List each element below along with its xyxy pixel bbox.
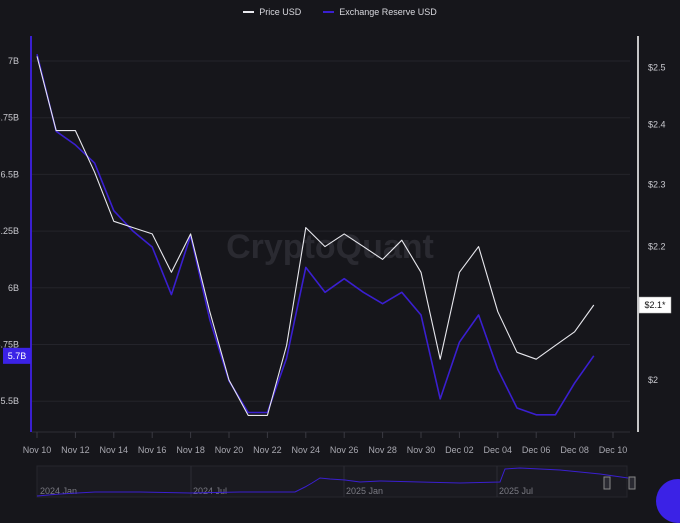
x-axis-tick: Nov 16 [138,445,167,455]
navigator-handle-left[interactable] [604,477,610,489]
right-axis-tick: $2.5 [648,63,666,73]
right-current-label: $2.1* [644,300,666,310]
x-axis-tick: Nov 10 [23,445,52,455]
left-axis-tick: 5.5B [0,396,19,406]
navigator-label: 2025 Jul [499,486,533,496]
left-axis-tick: 6.75B [0,113,19,123]
x-axis-tick: Dec 10 [599,445,628,455]
left-axis-tick: 6.25B [0,226,19,236]
right-axis-tick: $2.4 [648,120,666,130]
x-axis-tick: Dec 02 [445,445,474,455]
chart: CryptoQuant7B6.75B6.5B6.25B6B5.75B5.5B$2… [0,0,680,501]
left-current-label: 5.7B [8,351,27,361]
x-axis-tick: Dec 04 [484,445,513,455]
x-axis-tick: Dec 06 [522,445,551,455]
x-axis-tick: Nov 18 [176,445,205,455]
right-axis-tick: $2 [648,375,658,385]
x-axis-tick: Nov 26 [330,445,359,455]
x-axis-tick: Nov 30 [407,445,436,455]
left-axis-tick: 6B [8,283,19,293]
left-axis-tick: 7B [8,56,19,66]
x-axis-tick: Nov 12 [61,445,90,455]
x-axis-tick: Nov 24 [292,445,321,455]
x-axis-tick: Dec 08 [560,445,589,455]
watermark: CryptoQuant [226,228,434,266]
right-axis-tick: $2.3 [648,179,666,189]
navigator-label: 2025 Jan [346,486,383,496]
left-axis-tick: 6.5B [0,169,19,179]
x-axis-tick: Nov 28 [368,445,397,455]
x-axis-tick: Nov 22 [253,445,282,455]
x-axis-tick: Nov 14 [100,445,129,455]
navigator-label: 2024 Jul [193,486,227,496]
x-axis-tick: Nov 20 [215,445,244,455]
navigator-handle-right[interactable] [629,477,635,489]
right-axis-tick: $2.2 [648,242,666,252]
